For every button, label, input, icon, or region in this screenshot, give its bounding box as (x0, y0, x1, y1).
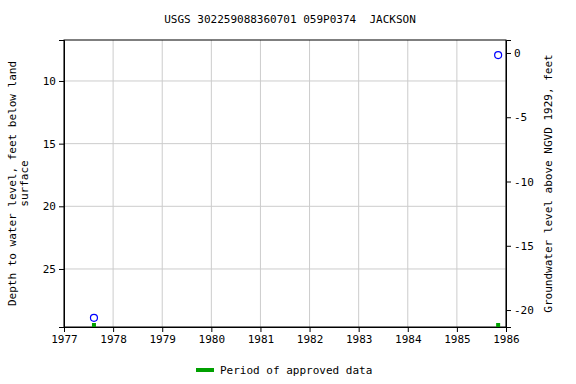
tick-label: 20 (43, 200, 56, 213)
tick: 1980 (199, 327, 226, 346)
tick: -20 (506, 304, 534, 317)
y-axis-title-line: surface (18, 160, 31, 206)
tick-label: 1981 (248, 333, 275, 346)
tick-mark (59, 81, 64, 82)
grid-line-x (162, 40, 163, 327)
tick-mark (457, 327, 458, 332)
grid-line-x (260, 40, 261, 327)
tick-label: 1982 (297, 333, 324, 346)
tick-label: 10 (43, 75, 56, 88)
tick: 25 (43, 263, 64, 276)
y-axis-title: Depth to water level, feet below landsur… (6, 61, 31, 306)
tick-mark (506, 53, 511, 54)
grid-line-x (407, 40, 408, 327)
grid (64, 40, 506, 327)
grid-line-x (358, 40, 359, 327)
tick: 1977 (51, 327, 78, 346)
tick: 1985 (444, 327, 471, 346)
tick-mark (211, 327, 212, 332)
tick-label: 1986 (493, 333, 520, 346)
tick: 1982 (297, 327, 324, 346)
grid-line-x (456, 40, 457, 327)
tick-mark (506, 246, 511, 247)
chart: 1977 1978 1979 1980 1981 1982 1983 1984 1985 1986… (0, 0, 576, 384)
tick: 15 (43, 138, 64, 151)
tick: 0 (506, 47, 521, 60)
tick-mark (113, 327, 114, 332)
tick: 1984 (395, 327, 422, 346)
grid-line-y (64, 80, 506, 81)
tick: 1981 (248, 327, 275, 346)
x-axis-line (65, 328, 507, 333)
tick: 1978 (100, 327, 127, 346)
tick: 20 (43, 200, 64, 213)
legend-swatch (196, 368, 214, 372)
title: USGS 302259088360701 059P0374 JACKSON (164, 13, 416, 26)
tick-mark (506, 117, 511, 118)
tick: 10 (43, 75, 64, 88)
tick-mark (162, 327, 163, 332)
y2-axis: 0 -5 -10 -15 -20 (506, 41, 534, 328)
tick-mark (59, 206, 64, 207)
tick-label: -5 (514, 111, 527, 124)
tick-label: -10 (514, 176, 534, 189)
tick-label: 1984 (395, 333, 422, 346)
marker (495, 52, 502, 59)
approved-period (92, 323, 96, 327)
tick-label: 1983 (346, 333, 373, 346)
x-axis: 1977 1978 1979 1980 1981 1982 1983 1984 1985 1986 (51, 327, 520, 346)
tick: -15 (506, 240, 534, 253)
tick-mark (310, 327, 311, 332)
tick-mark (260, 327, 261, 332)
y2-axis-line (507, 41, 512, 328)
tick-mark (506, 310, 511, 311)
tick: 1979 (149, 327, 176, 346)
tick: -5 (506, 111, 527, 124)
tick-label: 1979 (149, 333, 176, 346)
tick-label: -20 (514, 304, 534, 317)
y-axis: 10 15 20 25 (43, 41, 65, 328)
marker (90, 314, 97, 321)
tick-mark (506, 182, 511, 183)
approved-period (496, 323, 500, 327)
tick: -10 (506, 176, 534, 189)
tick-label: 1985 (444, 333, 471, 346)
tick-label: 1980 (199, 333, 226, 346)
tick-label: 15 (43, 138, 56, 151)
tick-mark (359, 327, 360, 332)
legend-label: Period of approved data (220, 364, 372, 377)
tick-label: 25 (43, 263, 56, 276)
plot-frame (64, 40, 506, 327)
tick-mark (59, 144, 64, 145)
tick-label: 0 (514, 47, 521, 60)
tick-label: -15 (514, 240, 534, 253)
tick: 1986 (493, 327, 520, 346)
grid-line-x (309, 40, 310, 327)
tick-label: 1978 (100, 333, 127, 346)
grid-line-x (211, 40, 212, 327)
legend: Period of approved data (196, 364, 372, 377)
grid-line-y (64, 268, 506, 269)
tick: 1983 (346, 327, 373, 346)
tick-mark (408, 327, 409, 332)
data-point (90, 314, 97, 321)
grid-line-x (113, 40, 114, 327)
data-point (495, 52, 502, 59)
grid-line-y (64, 143, 506, 144)
y2-axis-title: Groundwater level above NGVD 1929, feet (542, 54, 555, 312)
tick-mark (59, 269, 64, 270)
y-axis-line (59, 41, 65, 328)
tick-label: 1977 (51, 333, 78, 346)
grid-line-y (64, 206, 506, 207)
marks (90, 52, 501, 327)
